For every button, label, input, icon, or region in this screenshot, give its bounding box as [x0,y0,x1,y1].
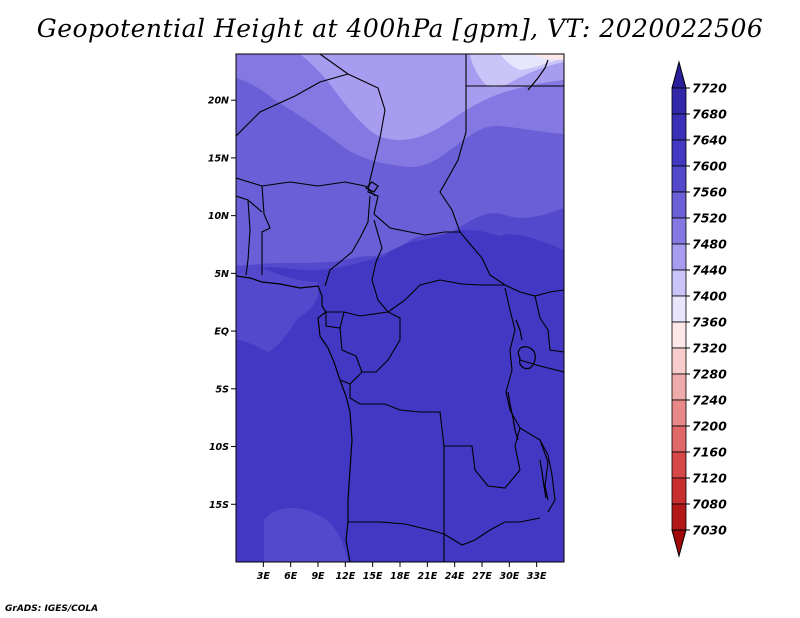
border-cabinda [339,379,351,398]
lat-tick-label: 5S [216,384,230,395]
border-chad-sudan [439,86,564,297]
lat-tick-label: 20N [208,96,229,107]
map-title: Geopotential Height at 400hPa [gpm], VT:… [36,14,764,43]
colorbar-bottom-arrow [671,529,687,558]
lake-chad [364,181,379,193]
field-band-7560-southwest [264,508,348,562]
colorbar-top-arrow [671,60,687,89]
colorbar-label: 7640 [692,133,727,148]
lat-tick-label: 5N [214,269,229,280]
lon-tick-label: 24E [445,571,465,582]
lat-tick-label: 15S [209,500,229,511]
border-togo-ghana [245,199,251,276]
coastlines-and-lakes [236,59,549,562]
colorbar-segment [671,347,687,375]
colorbar-label: 7240 [692,393,727,408]
border-uganda-kenya [534,295,564,353]
lat-tick-label: EQ [214,327,229,338]
colorbar-label: 7080 [692,497,727,512]
lon-tick-label: 27E [472,571,492,582]
lon-tick-label: 3E [257,571,271,582]
lon-tick-label: 21E [417,571,437,582]
lat-tick-label: 10N [208,211,229,222]
colorbar-segment [671,191,687,219]
colorbar-label: 7480 [692,237,727,252]
border-nigeria-cameroon [324,195,371,287]
colorbar-label: 7160 [692,445,727,460]
colorbar-segment [671,451,687,479]
colorbar-segment [671,295,687,323]
field-band-7560-coast [236,268,319,352]
colorbar-label: 7320 [692,341,727,356]
colorbar-label: 7200 [692,419,727,434]
field-band-7320 [530,54,564,60]
colorbar: 7720 7680 7640 7600 7560 7520 7480 7440 7400 7360… [671,60,727,558]
colorbar-segment [671,503,687,531]
colorbar-segment [671,165,687,193]
colorbar-label: 7680 [692,107,727,122]
border-zambia-mozambique [443,517,541,546]
lon-tick-label: 33E [527,571,547,582]
colorbar-segment [671,139,687,167]
red-sea-coast [527,59,549,91]
lon-tick-label: 6E [284,571,298,582]
coastline-west-africa [236,275,353,562]
border-malawi [539,439,556,513]
colorbar-segment [671,269,687,297]
colorbar-label: 7400 [692,289,727,304]
colorbar-label: 7440 [692,263,727,278]
colorbar-label: 7520 [692,211,727,226]
border-gabon [325,311,363,373]
border-cameroon-congo [326,311,389,317]
lon-tick-label: 15E [363,571,383,582]
lon-tick-label: 18E [390,571,410,582]
lake-malawi [539,459,547,499]
colorbar-segment [671,243,687,271]
colorbar-segment [671,87,687,115]
colorbar-segment [671,217,687,245]
colorbar-segment [671,399,687,427]
border-tanzania [519,359,564,501]
colorbar-label: 7560 [692,185,727,200]
colorbar-label: 7720 [692,81,727,96]
colorbar-label: 7030 [692,523,727,538]
grads-credit: GrADS: IGES/COLA [5,604,99,614]
border-drc-angola [349,397,521,489]
colorbar-segment [671,321,687,349]
colorbar-segment [671,477,687,505]
colorbar-label: 7600 [692,159,727,174]
latitude-axis: 20N 15N 10N 5N EQ 5S 10S 15S [208,96,236,511]
border-congo-drc [349,311,401,385]
longitude-axis: 3E 6E 9E 12E 15E 18E 21E 24E 27E 30E 33E [257,562,547,582]
lat-tick-label: 15N [208,153,229,164]
border-burkina [236,195,263,213]
border-angola-namibia [348,521,445,562]
colorbar-segment [671,425,687,453]
height-field [236,54,564,562]
border-car-south [387,279,505,313]
lake-tanganyika [507,391,519,441]
country-borders [236,54,564,562]
lake-victoria [517,346,536,370]
border-algeria-niger [236,73,349,137]
colorbar-label: 7280 [692,367,727,382]
lat-tick-label: 10S [209,442,229,453]
lon-tick-label: 12E [335,571,355,582]
colorbar-segment [671,373,687,401]
lon-tick-label: 30E [499,571,519,582]
colorbar-label: 7120 [692,471,727,486]
border-cameroon-car [371,219,389,313]
colorbar-label: 7360 [692,315,727,330]
lake-albert [515,319,523,341]
colorbar-segment [671,113,687,141]
border-benin [261,185,271,275]
lon-tick-label: 9E [311,571,325,582]
